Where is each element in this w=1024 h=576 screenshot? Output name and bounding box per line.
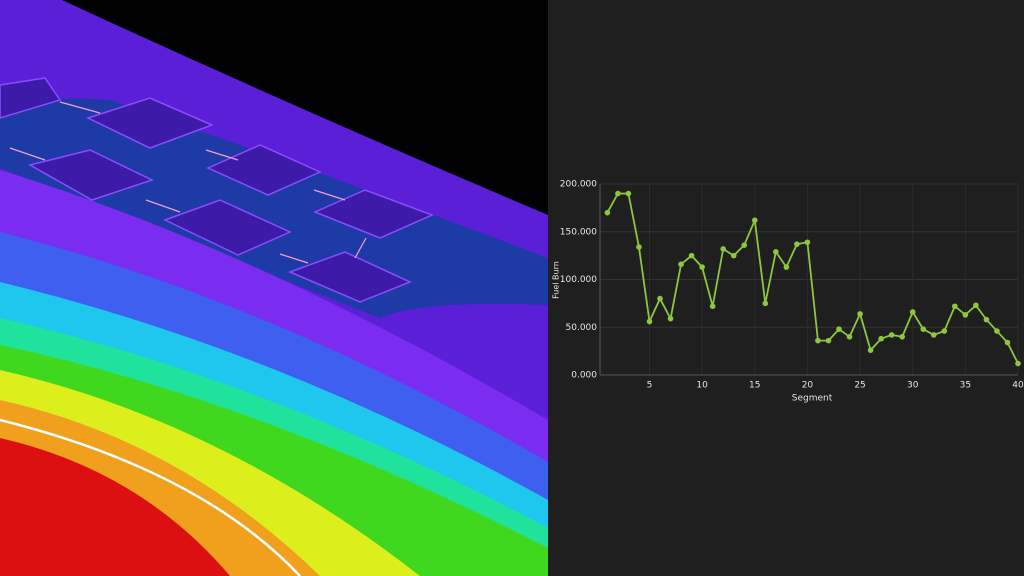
arrow (313, 189, 346, 201)
data-point (773, 249, 779, 255)
plate (27, 149, 154, 201)
data-point (952, 303, 958, 310)
data-point (962, 312, 969, 318)
data-point (615, 190, 621, 197)
plate (163, 199, 292, 256)
y-tick-label: 100.000 (560, 275, 597, 285)
data-point (720, 246, 726, 252)
y-tick-label: 150.000 (560, 227, 597, 237)
y-tick-label: 200.000 (560, 180, 597, 190)
arrow (9, 147, 46, 161)
arrows (9, 101, 367, 264)
data-point (973, 302, 979, 309)
data-point (667, 315, 674, 322)
plate (0, 77, 62, 119)
plate (206, 144, 322, 196)
x-tick-label: 35 (960, 381, 971, 391)
data-point (857, 311, 863, 317)
data-point (794, 241, 800, 247)
arrow (145, 199, 181, 213)
data-point (878, 335, 884, 342)
data-point (762, 300, 769, 307)
data-point (930, 332, 937, 338)
y-tick-label: 0.000 (571, 371, 597, 381)
data-point (804, 239, 811, 246)
x-tick-label: 20 (802, 381, 814, 391)
data-point (709, 303, 716, 310)
arrow (59, 101, 101, 114)
chart-panel (548, 0, 1024, 576)
plate (85, 97, 215, 149)
data-point (846, 334, 853, 340)
data-point (688, 252, 695, 259)
data-point (994, 328, 1000, 334)
x-axis-label: Segment (792, 394, 833, 404)
data-point (678, 261, 684, 268)
data-point (888, 332, 895, 338)
plate (313, 189, 434, 239)
data-point (867, 347, 874, 353)
x-tick-label: 30 (907, 381, 919, 391)
data-point (983, 316, 990, 323)
data-point (1004, 339, 1011, 346)
data-point (825, 337, 832, 344)
data-point (836, 326, 842, 332)
data-point (1015, 360, 1021, 367)
x-tick-label: 5 (647, 381, 653, 391)
data-point (941, 328, 948, 334)
data-point (730, 252, 737, 259)
plate-area (0, 98, 548, 318)
x-tick-label: 40 (1012, 381, 1024, 391)
y-tick-label: 50.000 (566, 323, 598, 333)
x-tick-label: 10 (696, 381, 708, 391)
data-point (815, 337, 821, 344)
arrow (354, 237, 367, 259)
arrow (279, 253, 309, 264)
y-axis-label: Fuel Burn (552, 261, 561, 299)
data-point (646, 318, 653, 325)
plates (0, 77, 434, 303)
arrow (205, 149, 239, 161)
x-tick-label: 25 (854, 381, 865, 391)
data-point (909, 309, 916, 315)
plate (287, 251, 412, 303)
data-point (657, 295, 663, 302)
data-point (625, 190, 632, 197)
data-point (783, 264, 790, 270)
data-point (751, 217, 758, 224)
data-point (604, 209, 611, 216)
data-point (920, 326, 927, 332)
data-point (899, 334, 905, 340)
route-line (0, 418, 301, 576)
band (0, 438, 230, 576)
data-point (699, 264, 705, 270)
x-tick-label: 15 (749, 381, 760, 391)
terrain-render (0, 0, 548, 576)
data-point (741, 242, 748, 248)
data-line (606, 192, 1019, 364)
data-point (636, 244, 642, 250)
